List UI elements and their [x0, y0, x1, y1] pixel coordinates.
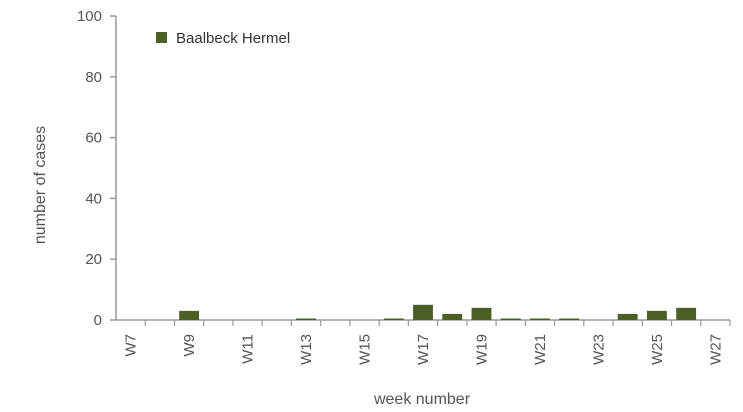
x-tick-label: W9: [181, 334, 198, 357]
x-tick-label: W7: [123, 334, 140, 357]
y-tick-label: 80: [85, 69, 102, 86]
x-tick-label: W23: [590, 334, 607, 365]
y-axis-ticks: 0 20 40 60 80 100: [77, 8, 116, 329]
x-tick-label: W21: [532, 334, 549, 365]
x-axis-ticks: W7 W9 W11 W13 W15 W17 W19 W21 W23 W25 W27: [123, 320, 731, 365]
bar-w16: [383, 318, 404, 320]
bar-w13: [296, 318, 316, 320]
y-tick-label: 60: [85, 130, 102, 147]
legend-label: Baalbeck Hermel: [176, 30, 290, 47]
x-tick-label: W27: [707, 334, 724, 365]
y-tick-label: 20: [85, 251, 102, 268]
bar-w18: [442, 313, 463, 320]
x-tick-label: W17: [415, 334, 432, 365]
legend: Baalbeck Hermel: [156, 30, 290, 47]
x-tick-label: W13: [298, 334, 315, 365]
chart-axes: [115, 16, 730, 321]
bar-w25: [646, 310, 667, 320]
y-tick-label: 0: [94, 312, 102, 329]
x-tick-label: W25: [649, 334, 666, 365]
y-tick-label: 40: [85, 190, 102, 207]
bars-group: [179, 304, 697, 320]
x-axis-title: week number: [373, 391, 471, 408]
x-tick-label: W19: [473, 334, 490, 365]
y-axis-title: number of cases: [32, 126, 49, 244]
y-tick-label: 100: [77, 8, 102, 25]
bar-w20: [500, 318, 521, 320]
bar-w26: [676, 307, 697, 320]
bar-w22: [559, 318, 580, 320]
legend-swatch: [156, 32, 167, 43]
x-tick-label: W15: [357, 334, 374, 365]
bar-w19: [471, 307, 492, 320]
x-tick-label: W11: [240, 334, 257, 364]
bar-w24: [617, 313, 638, 320]
bar-w21: [530, 318, 550, 320]
bar-w17: [413, 304, 433, 320]
bar-w9: [179, 310, 200, 320]
